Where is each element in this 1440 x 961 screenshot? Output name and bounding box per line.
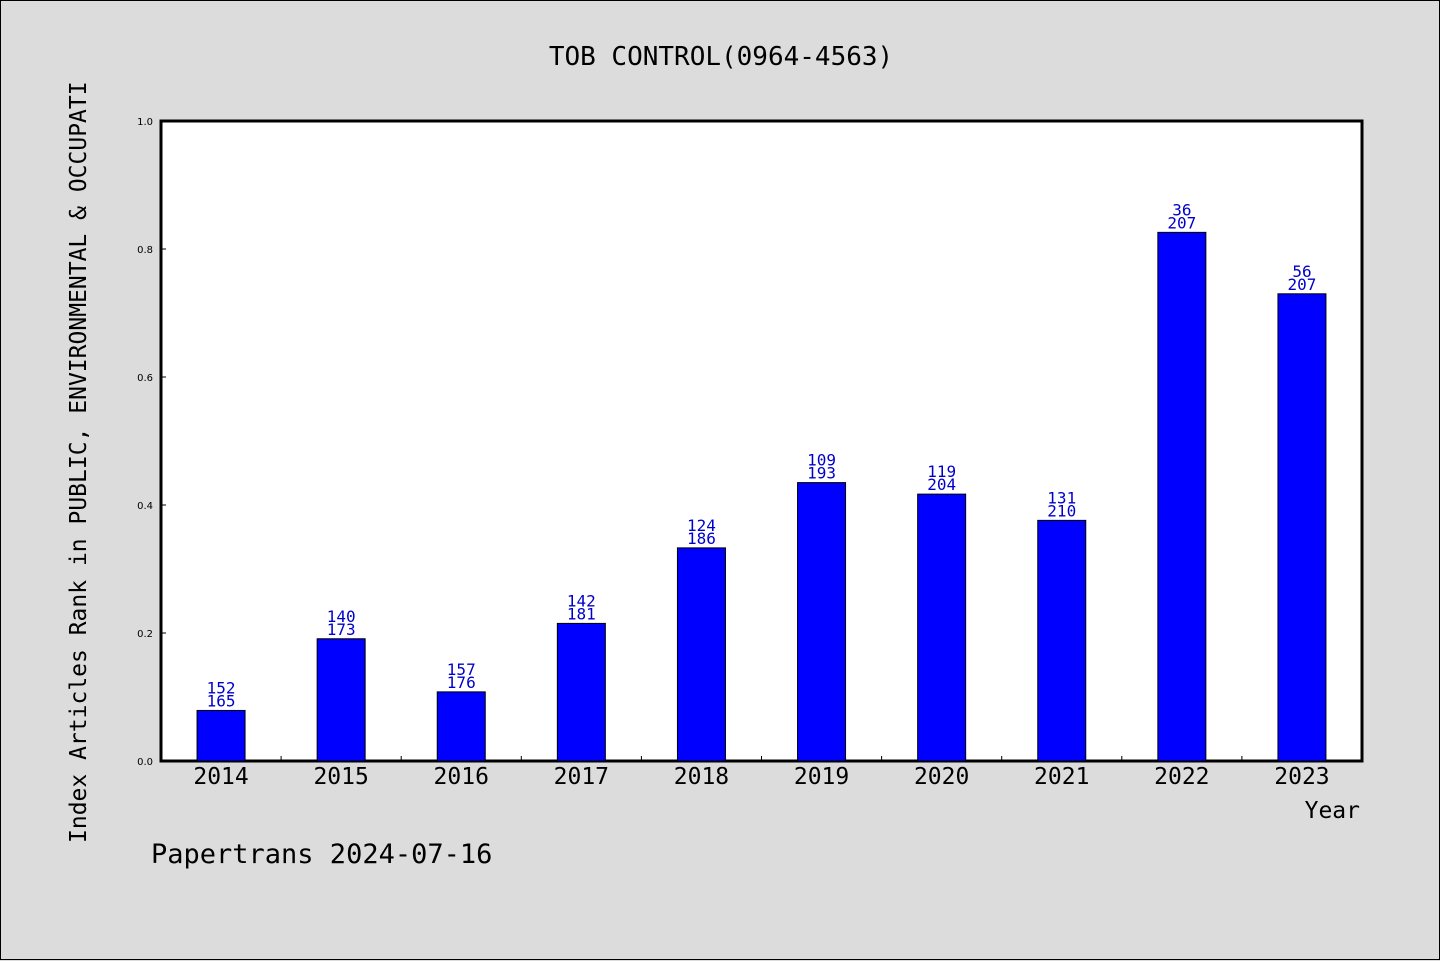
x-tick-label: 2018 — [674, 764, 729, 790]
y-axis-ticks: 0.0 0.2 0.4 0.6 0.8 1.0 — [137, 117, 166, 768]
bar-rank-label: 131 — [1047, 488, 1076, 507]
bar-total-label: 176 — [447, 673, 476, 692]
bar-2018 — [676, 547, 726, 762]
bar-rank-label: 119 — [927, 462, 956, 481]
x-tick-label: 2023 — [1274, 764, 1329, 790]
x-axis-label: Year — [1305, 798, 1360, 824]
x-tick-label: 2015 — [313, 764, 368, 790]
x-tick-label: 2022 — [1154, 764, 1209, 790]
chart-title: TOB CONTROL(0964-4563) — [549, 42, 893, 72]
bar-2017 — [556, 622, 606, 762]
bar-rank-label: 36 — [1172, 200, 1191, 219]
bar-rank-label: 152 — [207, 678, 236, 697]
bar-rank-label: 109 — [807, 451, 836, 470]
bar-total-label: 165 — [207, 691, 236, 710]
bar-rank-label: 142 — [567, 591, 596, 610]
y-tick-label: 1.0 — [137, 117, 153, 128]
y-axis-label: Index Articles Rank in PUBLIC, ENVIRONME… — [66, 81, 92, 843]
bar-2022 — [1157, 231, 1207, 762]
bar-2019 — [797, 482, 847, 762]
bar-total-label: 173 — [327, 620, 356, 639]
footer-credit: Papertrans 2024-07-16 — [151, 839, 492, 870]
bar-rank-label: 56 — [1292, 262, 1311, 281]
y-tick-label: 0.4 — [137, 501, 153, 512]
x-tick-label: 2014 — [193, 764, 248, 790]
y-tick-label: 0.6 — [137, 373, 153, 384]
bar-2016 — [436, 691, 486, 762]
bar-total-label: 186 — [687, 529, 716, 548]
bar-total-label: 204 — [927, 475, 956, 494]
x-tick-label: 2020 — [914, 764, 969, 790]
bar-2023 — [1277, 293, 1327, 762]
x-tick-label: 2017 — [554, 764, 609, 790]
bar-2021 — [1037, 519, 1087, 762]
bar-total-label: 207 — [1167, 213, 1196, 232]
bar-2020 — [917, 493, 967, 762]
y-tick-label: 0.2 — [137, 629, 153, 640]
bar-2015 — [316, 638, 366, 762]
bar-total-label: 181 — [567, 604, 596, 623]
bar-total-label: 193 — [807, 464, 836, 483]
x-axis-ticks: 2014 2015 2016 2017 2018 2019 2020 2021 2022 2023 — [193, 756, 1330, 790]
bar-2014 — [196, 709, 246, 762]
x-tick-label: 2021 — [1034, 764, 1089, 790]
bar-total-label: 207 — [1287, 275, 1316, 294]
bar-rank-label: 157 — [447, 660, 476, 679]
x-tick-label: 2016 — [434, 764, 489, 790]
bar-total-label: 210 — [1047, 501, 1076, 520]
y-tick-label: 0.8 — [137, 245, 153, 256]
x-tick-label: 2019 — [794, 764, 849, 790]
y-tick-label: 0.0 — [137, 757, 153, 768]
bar-rank-label: 124 — [687, 516, 716, 535]
bar-rank-label: 140 — [327, 607, 356, 626]
